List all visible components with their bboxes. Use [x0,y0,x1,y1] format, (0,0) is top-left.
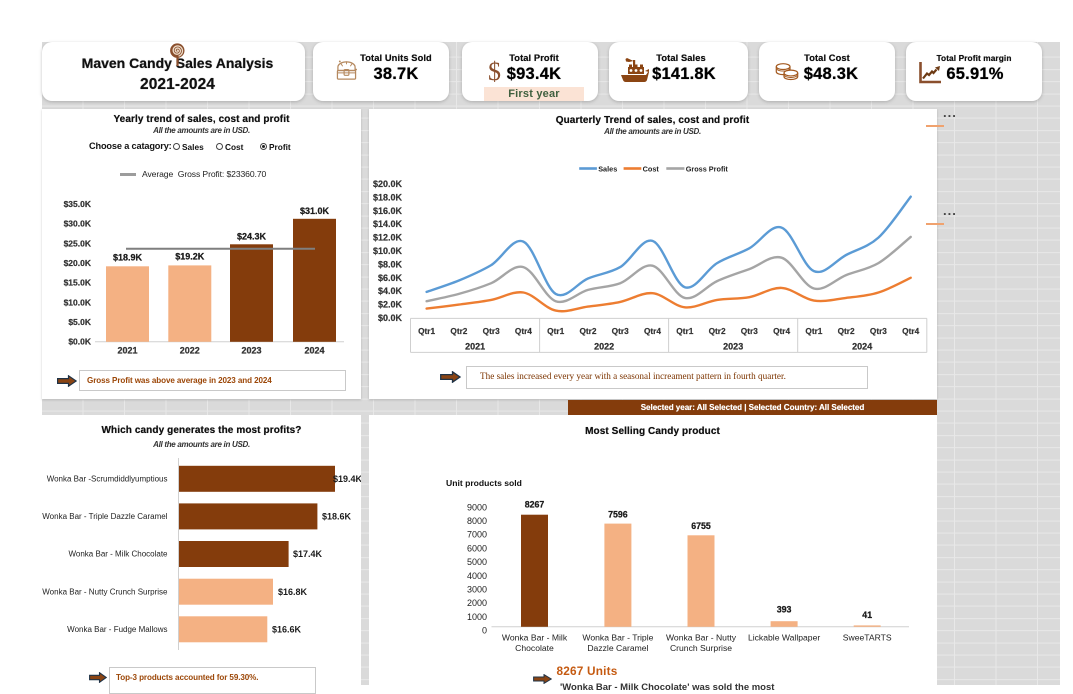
svg-text:4000: 4000 [467,571,487,581]
svg-text:3000: 3000 [467,585,487,595]
svg-text:$25.0K: $25.0K [64,238,92,248]
svg-text:Qtr4: Qtr4 [902,326,919,336]
svg-text:$8.0K: $8.0K [378,259,403,269]
svg-text:2024: 2024 [304,345,324,355]
svg-text:Chocolate: Chocolate [515,643,554,653]
svg-text:Qtr3: Qtr3 [612,326,629,336]
svg-text:Qtr4: Qtr4 [773,326,790,336]
svg-text:Qtr2: Qtr2 [838,326,855,336]
svg-text:9000: 9000 [467,502,487,512]
svg-text:2022: 2022 [594,342,614,352]
svg-text:Qtr1: Qtr1 [805,326,822,336]
svg-text:$18.0K: $18.0K [373,192,403,202]
svg-text:$6.0K: $6.0K [378,273,403,283]
svg-text:$0.0K: $0.0K [68,337,92,347]
svg-text:Lickable Wallpaper: Lickable Wallpaper [748,632,820,642]
svg-text:$19.4K: $19.4K [333,474,361,484]
svg-text:Qtr1: Qtr1 [676,326,693,336]
svg-text:6755: 6755 [691,521,711,531]
svg-text:$5.0K: $5.0K [68,317,92,327]
svg-text:2023: 2023 [241,345,261,355]
svg-text:$24.3K: $24.3K [237,231,267,241]
svg-text:Wonka Bar - Triple Dazzle Cara: Wonka Bar - Triple Dazzle Caramel [42,512,167,521]
svg-text:$14.0K: $14.0K [373,219,403,229]
svg-text:2021: 2021 [117,345,137,355]
svg-text:41: 41 [862,610,872,620]
svg-text:393: 393 [777,605,792,615]
svg-text:2021: 2021 [465,342,485,352]
svg-text:$20.0K: $20.0K [64,258,92,268]
svg-text:1000: 1000 [467,612,487,622]
svg-text:Wonka Bar - Milk Chocolate: Wonka Bar - Milk Chocolate [69,550,169,559]
svg-text:$18.6K: $18.6K [322,512,352,522]
svg-text:6000: 6000 [467,543,487,553]
svg-text:Qtr3: Qtr3 [741,326,758,336]
svg-text:Wonka Bar - Fudge Mallows: Wonka Bar - Fudge Mallows [67,625,167,634]
svg-text:8000: 8000 [467,516,487,526]
svg-text:Qtr4: Qtr4 [515,326,532,336]
svg-text:$19.2K: $19.2K [175,252,205,262]
svg-text:Wonka Bar - Nutty Crunch Surpr: Wonka Bar - Nutty Crunch Surprise [42,587,168,596]
svg-text:Qtr2: Qtr2 [450,326,467,336]
svg-text:$15.0K: $15.0K [64,278,92,288]
svg-text:8267: 8267 [525,500,545,510]
svg-text:Crunch Surprise: Crunch Surprise [670,643,732,653]
svg-text:Wonka Bar - Milk: Wonka Bar - Milk [502,632,568,642]
svg-text:Qtr2: Qtr2 [579,326,596,336]
svg-text:$10.0K: $10.0K [373,246,403,256]
svg-text:Gross Profit: Gross Profit [686,164,729,173]
svg-text:$30.0K: $30.0K [64,219,92,229]
svg-text:2023: 2023 [723,342,743,352]
svg-text:Sales: Sales [598,164,617,173]
svg-text:Qtr2: Qtr2 [709,326,726,336]
svg-text:$31.0K: $31.0K [300,206,330,216]
svg-text:$4.0K: $4.0K [378,286,403,296]
svg-text:Wonka Bar -Scrumdiddlyumptious: Wonka Bar -Scrumdiddlyumptious [47,475,168,484]
svg-text:0: 0 [482,626,487,636]
svg-text:$2.0K: $2.0K [378,300,403,310]
svg-text:Qtr4: Qtr4 [644,326,661,336]
svg-text:$17.4K: $17.4K [293,549,323,559]
svg-text:Wonka Bar - Nutty: Wonka Bar - Nutty [666,632,737,642]
svg-text:$16.0K: $16.0K [373,206,403,216]
svg-text:Dazzle Caramel: Dazzle Caramel [587,643,648,653]
svg-text:$12.0K: $12.0K [373,233,403,243]
svg-text:Qtr1: Qtr1 [547,326,564,336]
svg-text:2024: 2024 [852,342,872,352]
svg-text:7000: 7000 [467,530,487,540]
svg-text:$18.9K: $18.9K [113,253,143,263]
svg-text:$10.0K: $10.0K [64,297,92,307]
svg-text:Cost: Cost [643,164,660,173]
svg-text:Wonka Bar - Triple: Wonka Bar - Triple [582,632,653,642]
svg-text:7596: 7596 [608,510,628,520]
svg-text:$20.0K: $20.0K [373,179,403,189]
svg-text:SweeTARTS: SweeTARTS [843,632,892,642]
svg-text:$16.8K: $16.8K [278,587,308,597]
svg-text:Qtr3: Qtr3 [870,326,887,336]
svg-text:2000: 2000 [467,598,487,608]
svg-text:$35.0K: $35.0K [64,199,92,209]
svg-text:5000: 5000 [467,557,487,567]
svg-text:Qtr3: Qtr3 [483,326,500,336]
svg-text:2022: 2022 [180,345,200,355]
svg-text:Qtr1: Qtr1 [418,326,435,336]
svg-text:$0.0K: $0.0K [378,313,403,323]
svg-text:$16.6K: $16.6K [272,625,302,635]
